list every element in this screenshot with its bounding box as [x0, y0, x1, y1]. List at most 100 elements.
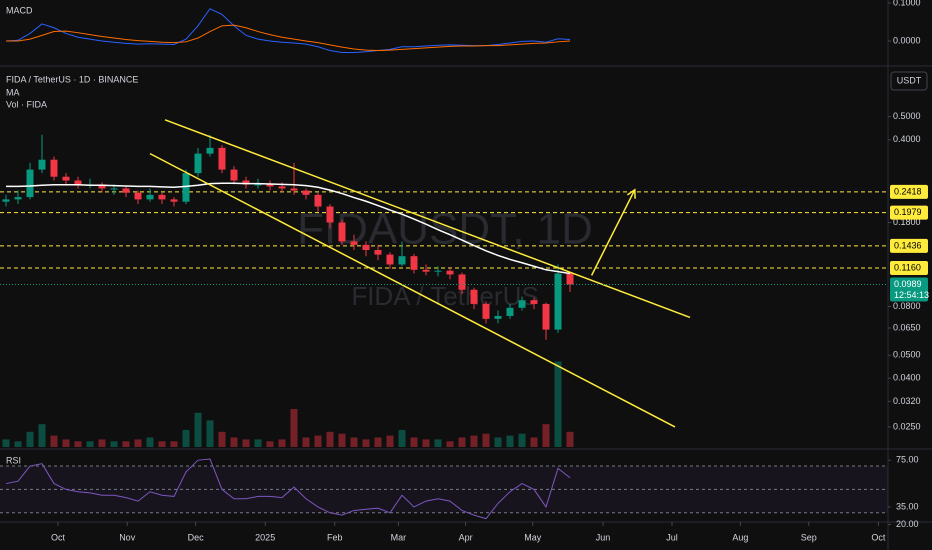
- candle-body: [302, 190, 310, 195]
- candle-body: [362, 244, 370, 251]
- candle-body: [434, 270, 442, 272]
- x-tick-label: 2025: [255, 532, 275, 542]
- x-tick-label: May: [524, 532, 542, 542]
- level-box: [890, 260, 928, 275]
- countdown-label: 12:54:13: [894, 290, 929, 300]
- macd-label: MACD: [6, 5, 33, 15]
- volume-bar: [98, 439, 106, 447]
- x-tick-label: Jun: [596, 532, 611, 542]
- candle-body: [242, 180, 250, 185]
- currency-label[interactable]: USDT: [897, 75, 922, 85]
- rsi-tick-label: 35.00: [896, 501, 919, 511]
- y-tick-label: 0.0500: [893, 350, 921, 360]
- candle-body: [122, 188, 130, 193]
- level-label: 0.1979: [894, 207, 922, 217]
- candle-body: [566, 273, 574, 285]
- candle-body: [350, 241, 358, 245]
- y-tick-label: 0.0800: [893, 301, 921, 311]
- volume-bar: [266, 441, 274, 447]
- candle-body: [2, 199, 10, 202]
- candle-body: [230, 169, 238, 181]
- candle-body: [338, 222, 346, 242]
- volume-bar: [518, 433, 526, 447]
- volume-bar: [110, 441, 118, 447]
- volume-bar: [386, 435, 394, 447]
- volume-bar: [230, 437, 238, 447]
- volume-bar: [158, 441, 166, 447]
- volume-bar: [170, 441, 178, 447]
- volume-bar: [26, 431, 34, 447]
- candle-body: [206, 147, 214, 154]
- volume-bar: [122, 441, 130, 447]
- candle-body: [74, 180, 82, 185]
- x-tick-label: Mar: [391, 532, 407, 542]
- volume-bar: [542, 424, 550, 447]
- volume-bar: [14, 441, 22, 447]
- volume-bar: [422, 439, 430, 447]
- volume-bar: [62, 439, 70, 447]
- candle-body: [542, 303, 550, 330]
- x-tick-label: Sep: [801, 532, 817, 542]
- volume-bar: [302, 437, 310, 447]
- currency-button[interactable]: [890, 71, 928, 91]
- x-tick-label: Jul: [666, 532, 678, 542]
- candle-body: [470, 289, 478, 304]
- x-tick-label: Oct: [871, 532, 886, 542]
- volume-bar: [206, 420, 214, 447]
- volume-bar: [554, 361, 562, 447]
- level-label: 0.1160: [894, 262, 921, 272]
- candle-body: [530, 300, 538, 304]
- trendline: [164, 119, 691, 319]
- volume-bar: [458, 437, 466, 447]
- candle-body: [290, 188, 298, 191]
- last-price-box: [890, 277, 928, 302]
- volume-bar: [446, 441, 454, 447]
- volume-bar: [38, 424, 46, 447]
- candle-body: [386, 254, 394, 265]
- trendline: [149, 152, 676, 428]
- candle-body: [266, 184, 274, 187]
- candle-body: [398, 256, 406, 265]
- volume-bar: [74, 441, 82, 447]
- candle-body: [506, 307, 514, 316]
- candle-body: [62, 176, 70, 181]
- volume-bar: [2, 439, 10, 447]
- candle-body: [134, 192, 142, 200]
- candle-body: [98, 184, 106, 189]
- volume-bar: [566, 431, 574, 447]
- y-tick-label: 0.4000: [893, 134, 921, 144]
- rsi-tick-label: 75.00: [896, 455, 919, 465]
- candle-body: [254, 184, 262, 186]
- volume-bar: [218, 431, 226, 447]
- volume-bar: [410, 437, 418, 447]
- arrow-line: [590, 189, 636, 276]
- candle-body: [146, 194, 154, 200]
- candle-body: [554, 273, 562, 330]
- volume-bar: [470, 435, 478, 447]
- candle-body: [110, 188, 118, 190]
- symbol-label: FIDA / TetherUS · 1D · BINANCE: [6, 74, 138, 84]
- x-tick-label: Apr: [459, 532, 473, 542]
- volume-bar: [254, 439, 262, 447]
- macd-tick-label: 0.1000: [893, 0, 921, 7]
- volume-bar: [134, 439, 142, 447]
- volume-bar: [338, 433, 346, 447]
- rsi-tick-label: 20.00: [896, 519, 919, 529]
- y-tick-label: 0.0650: [893, 322, 921, 332]
- candle-body: [182, 173, 190, 202]
- macd-tick-label: 0.0000: [893, 35, 921, 45]
- volume-bar: [350, 437, 358, 447]
- vol-label: Vol · FIDA: [6, 99, 47, 109]
- volume-bar: [146, 437, 154, 447]
- volume-bar: [362, 439, 370, 447]
- y-tick-label: 0.0320: [893, 396, 921, 406]
- volume-bar: [194, 412, 202, 447]
- volume-bar: [326, 431, 334, 447]
- volume-bar: [530, 437, 538, 447]
- volume-bar: [434, 439, 442, 447]
- x-tick-label: Dec: [188, 532, 205, 542]
- level-box: [890, 205, 928, 220]
- arrow-head: [626, 188, 636, 199]
